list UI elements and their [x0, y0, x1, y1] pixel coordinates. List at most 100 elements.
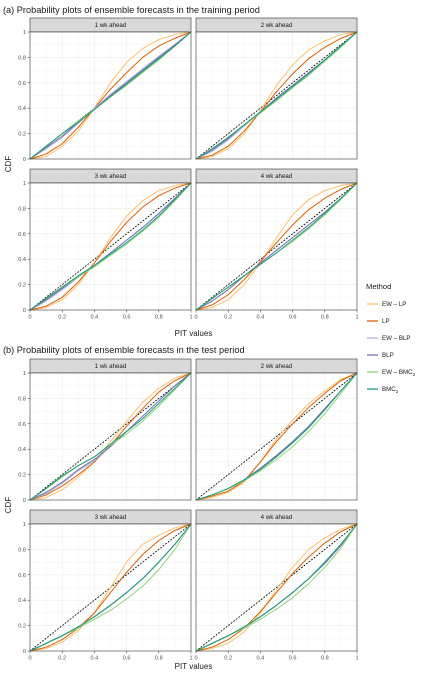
x-tick-label: 0.4 — [257, 656, 265, 662]
legend-label-text: EW – LP — [382, 301, 406, 308]
panel-border — [29, 523, 192, 652]
series-line-lp — [195, 31, 358, 160]
legend-label-text: BMC — [382, 386, 396, 393]
panel-border — [29, 31, 192, 160]
y-tick-label: 0.8 — [18, 547, 26, 553]
x-tick-label: 0.4 — [91, 656, 99, 662]
x-tick-label: 0.6 — [289, 315, 297, 321]
x-tick-label: 1 — [355, 315, 358, 321]
x-tick-label: 0.8 — [321, 315, 329, 321]
series-line-lp — [29, 182, 192, 311]
series-line-ew_lp — [29, 182, 192, 311]
y-tick-label: 1 — [23, 371, 26, 377]
x-tick-label: 1 — [189, 315, 192, 321]
panel-border — [195, 523, 358, 652]
panel-border — [195, 31, 358, 160]
facet-label: 1 wk ahead — [95, 22, 127, 29]
facet-panel: 4 wk ahead 0 0.2 0.4 0.6 0.8 1 — [194, 509, 359, 662]
series-line-ew_bmc2 — [29, 372, 192, 501]
y-tick-label: 0.8 — [18, 55, 26, 61]
legend-label-ew_lp: EW – LP — [382, 301, 406, 308]
y-tick-label: 0.4 — [18, 257, 26, 263]
x-tick-label: 0 — [28, 315, 31, 321]
legend-label-bmc2: BMC2 — [382, 386, 399, 394]
series-line-ew_lp — [195, 372, 358, 501]
facet-panel: 1 wk ahead 0 0.2 0.4 0.6 0.8 1 — [18, 358, 192, 504]
series-line-bmc2 — [195, 523, 358, 652]
y-tick-label: 0.4 — [18, 106, 26, 112]
x-tick-label: 0.2 — [58, 315, 66, 321]
legend-label-text: EW – BMC — [382, 369, 413, 376]
y-axis-title: CDF — [4, 497, 13, 514]
y-tick-label: 0.6 — [18, 422, 26, 428]
legend-title: Method — [366, 282, 391, 291]
series-line-bmc2 — [29, 372, 192, 501]
facet-label: 2 wk ahead — [261, 363, 293, 370]
chart-title: (b) Probability plots of ensemble foreca… — [3, 345, 245, 355]
series-line-bmc2 — [29, 182, 192, 311]
x-tick-label: 0.2 — [224, 315, 232, 321]
y-tick-label: 0 — [23, 649, 26, 655]
series-line-blp — [29, 372, 192, 501]
facet-panel: 2 wk ahead — [195, 17, 358, 160]
series-line-blp — [29, 182, 192, 311]
x-tick-label: 1 — [355, 656, 358, 662]
y-tick-label: 0.6 — [18, 232, 26, 238]
y-tick-label: 0.4 — [18, 447, 26, 453]
facet-panel: 2 wk ahead — [195, 358, 358, 501]
legend-label-subscript: 2 — [396, 389, 399, 394]
y-tick-label: 0.4 — [18, 598, 26, 604]
y-tick-label: 0.2 — [18, 132, 26, 138]
series-line-lp — [195, 523, 358, 652]
x-tick-label: 0.4 — [257, 315, 265, 321]
facet-panel: 3 wk ahead 0 0.2 0.4 0.6 0.8 1 0 0.2 0.4 0.6 0.8 1 — [18, 509, 193, 662]
x-axis-title: PIT values — [175, 329, 213, 338]
chart-title: (a) Probability plots of ensemble foreca… — [3, 5, 260, 15]
series-line-ew_lp — [29, 523, 192, 652]
training-period-section: (a) Probability plots of ensemble foreca… — [3, 5, 359, 338]
legend-label-ew_bmc2: EW – BMC2 — [382, 369, 416, 377]
facet-label: 4 wk ahead — [261, 514, 293, 521]
panel-border — [29, 182, 192, 311]
legend-label-subscript: 2 — [413, 372, 416, 377]
x-tick-label: 0 — [194, 656, 197, 662]
x-tick-label: 0 — [194, 315, 197, 321]
series-line-lp — [195, 372, 358, 501]
y-tick-label: 0.2 — [18, 473, 26, 479]
series-line-bmc2 — [29, 523, 192, 652]
y-axis-title: CDF — [4, 156, 13, 173]
series-line-blp — [29, 31, 192, 160]
y-tick-label: 0 — [23, 498, 26, 504]
y-tick-label: 1 — [23, 522, 26, 528]
x-tick-label: 0.2 — [58, 656, 66, 662]
x-tick-label: 0.4 — [91, 315, 99, 321]
series-line-ew_lp — [195, 31, 358, 160]
x-tick-label: 0.6 — [123, 315, 131, 321]
x-tick-label: 0.8 — [155, 656, 163, 662]
y-tick-label: 0 — [23, 157, 26, 163]
x-tick-label: 0 — [28, 656, 31, 662]
x-tick-label: 1 — [189, 656, 192, 662]
y-tick-label: 0.6 — [18, 81, 26, 87]
y-tick-label: 1 — [23, 30, 26, 36]
y-tick-label: 0.6 — [18, 573, 26, 579]
series-line-bmc2 — [195, 31, 358, 160]
facet-label: 4 wk ahead — [261, 173, 293, 180]
series-line-ew_lp — [29, 31, 192, 160]
legend-label-blp: BLP — [382, 352, 394, 359]
reference-diagonal — [195, 182, 358, 311]
x-tick-label: 0.8 — [155, 315, 163, 321]
reference-diagonal — [29, 372, 192, 501]
x-tick-label: 0.6 — [123, 656, 131, 662]
legend-label-lp: LP — [382, 318, 390, 325]
reference-diagonal — [29, 182, 192, 311]
reference-diagonal — [195, 372, 358, 501]
series-line-ew_lp — [195, 523, 358, 652]
reference-diagonal — [195, 523, 358, 652]
x-tick-label: 0.2 — [224, 656, 232, 662]
y-tick-label: 0 — [23, 308, 26, 314]
series-line-bmc2 — [195, 182, 358, 311]
series-line-ew_blp — [29, 31, 192, 160]
